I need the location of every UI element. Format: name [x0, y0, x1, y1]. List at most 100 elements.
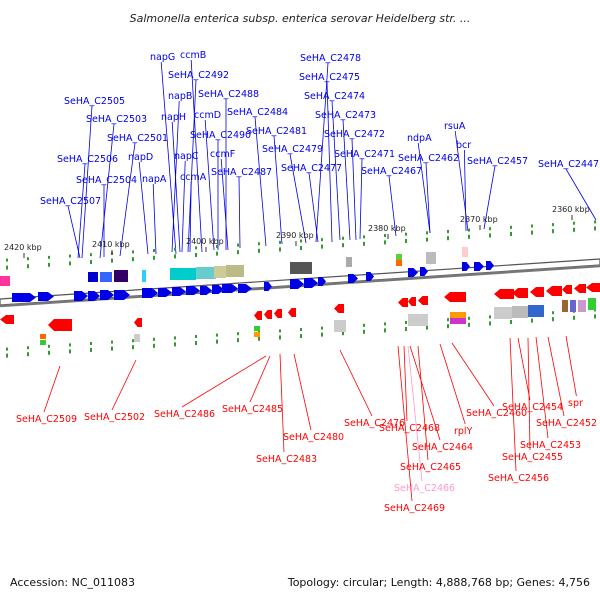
leader-line: [397, 345, 413, 502]
leader-line: [326, 81, 333, 243]
plus-strand-gene: [462, 262, 470, 271]
tick-dot: [426, 231, 428, 235]
feature-block: [408, 314, 428, 326]
feature-block: [578, 300, 586, 312]
tick-dot: [237, 243, 239, 247]
gene-label-bottom: SeHA_C2466: [394, 483, 455, 494]
tick-dot: [69, 254, 71, 258]
plus-strand-gene: [38, 292, 54, 301]
genome-summary-text: Topology: circular; Length: 4,888,768 bp…: [287, 576, 590, 589]
tick-dot: [27, 352, 29, 357]
leader-line: [81, 105, 93, 259]
gene-label-bottom: SeHA_C2456: [488, 473, 549, 484]
leader-line: [238, 176, 241, 249]
gene-label-top: SeHA_C2505: [64, 96, 125, 107]
tick-dot: [426, 325, 428, 330]
leader-line: [190, 59, 203, 253]
plus-strand-gene: [88, 291, 100, 301]
leader-line: [565, 335, 577, 397]
gene-label-top: napG: [150, 52, 175, 63]
feature-block: [196, 267, 216, 279]
tick-dot: [195, 253, 197, 257]
plus-strand-gene: [186, 286, 200, 295]
feature-block: [494, 307, 512, 319]
tick-dot: [468, 228, 470, 232]
tick-dot: [27, 257, 29, 261]
leader-line: [565, 168, 597, 221]
gene-label-top: napH: [161, 112, 186, 123]
leader-line: [535, 336, 549, 439]
minus-strand-gene: [444, 292, 466, 302]
leader-line: [273, 135, 283, 245]
tick-dot: [6, 265, 8, 270]
leader-line: [254, 116, 267, 247]
tick-dot: [90, 342, 92, 345]
tick-dot: [594, 226, 596, 231]
gene-label-top: SeHA_C2506: [57, 154, 118, 165]
gene-label-top: SeHA_C2504: [76, 175, 137, 186]
leader-line: [171, 121, 181, 253]
feature-block: [396, 254, 402, 260]
gene-label-top: bcr: [456, 140, 471, 151]
scale-tick-label: 2400 kbp: [186, 237, 224, 246]
tick-dot: [48, 262, 50, 267]
tick-dot: [594, 220, 596, 224]
tick-dot: [384, 328, 386, 333]
gene-label-top: ndpA: [407, 133, 432, 144]
tick-dot: [384, 322, 386, 326]
leader-line: [417, 142, 431, 234]
tick-dot: [300, 328, 302, 331]
minus-strand-gene: [530, 287, 544, 297]
gene-label-top: SeHA_C2471: [334, 149, 395, 160]
feature-block: [254, 332, 260, 337]
plus-strand-gene: [74, 291, 88, 301]
tick-dot: [258, 242, 260, 246]
tick-dot: [552, 317, 554, 322]
tick-dot: [552, 229, 554, 234]
leader-line: [351, 138, 357, 241]
gene-label-top: SeHA_C2472: [324, 129, 385, 140]
gene-label-bottom: SeHA_C2454: [502, 402, 563, 413]
gene-label-top: ccmD: [194, 110, 221, 121]
leader-line: [451, 342, 495, 407]
gene-label-top: SeHA_C2477: [281, 163, 342, 174]
gene-label-top: SeHA_C2475: [299, 72, 360, 83]
leader-line: [152, 183, 157, 255]
tick-dot: [594, 314, 596, 319]
leader-line: [342, 119, 351, 241]
leader-line: [407, 345, 423, 482]
plus-strand-gene: [114, 290, 130, 300]
minus-strand-gene: [264, 310, 272, 319]
tick-dot: [552, 223, 554, 227]
leader-line: [339, 349, 373, 417]
plus-strand-gene: [264, 282, 272, 291]
tick-dot: [216, 339, 218, 344]
plus-strand-gene: [304, 278, 318, 288]
gene-label-bottom: SeHA_C2480: [283, 432, 344, 443]
tick-dot: [195, 335, 197, 338]
gene-label-bottom: SeHA_C2502: [84, 412, 145, 423]
tick-dot: [447, 318, 449, 322]
leader-line: [464, 149, 467, 232]
feature-block: [214, 266, 226, 278]
minus-strand-gene: [574, 284, 586, 293]
gene-label-top: ccmF: [210, 149, 235, 160]
feature-block: [100, 272, 112, 282]
tick-dot: [111, 346, 113, 351]
tick-dot: [489, 233, 491, 238]
gene-label-top: ccmA: [180, 172, 207, 183]
plus-strand-gene: [486, 261, 494, 270]
plus-strand-gene: [318, 277, 326, 286]
leader-line: [439, 343, 466, 425]
leader-line: [249, 355, 271, 403]
scale-tick-label: 2390 kbp: [276, 231, 314, 240]
scale-ticks: 2420 kbp 2410 kbp 2400 kbp 2390 kbp 2380 kbp…: [4, 205, 590, 258]
gene-label-top: SeHA_C2478: [300, 53, 361, 64]
tick-dot: [531, 224, 533, 228]
leader-line: [111, 359, 137, 411]
feature-block: [528, 305, 544, 317]
tick-dot: [300, 239, 302, 243]
tick-dot: [153, 255, 155, 260]
tick-dot: [216, 333, 218, 337]
